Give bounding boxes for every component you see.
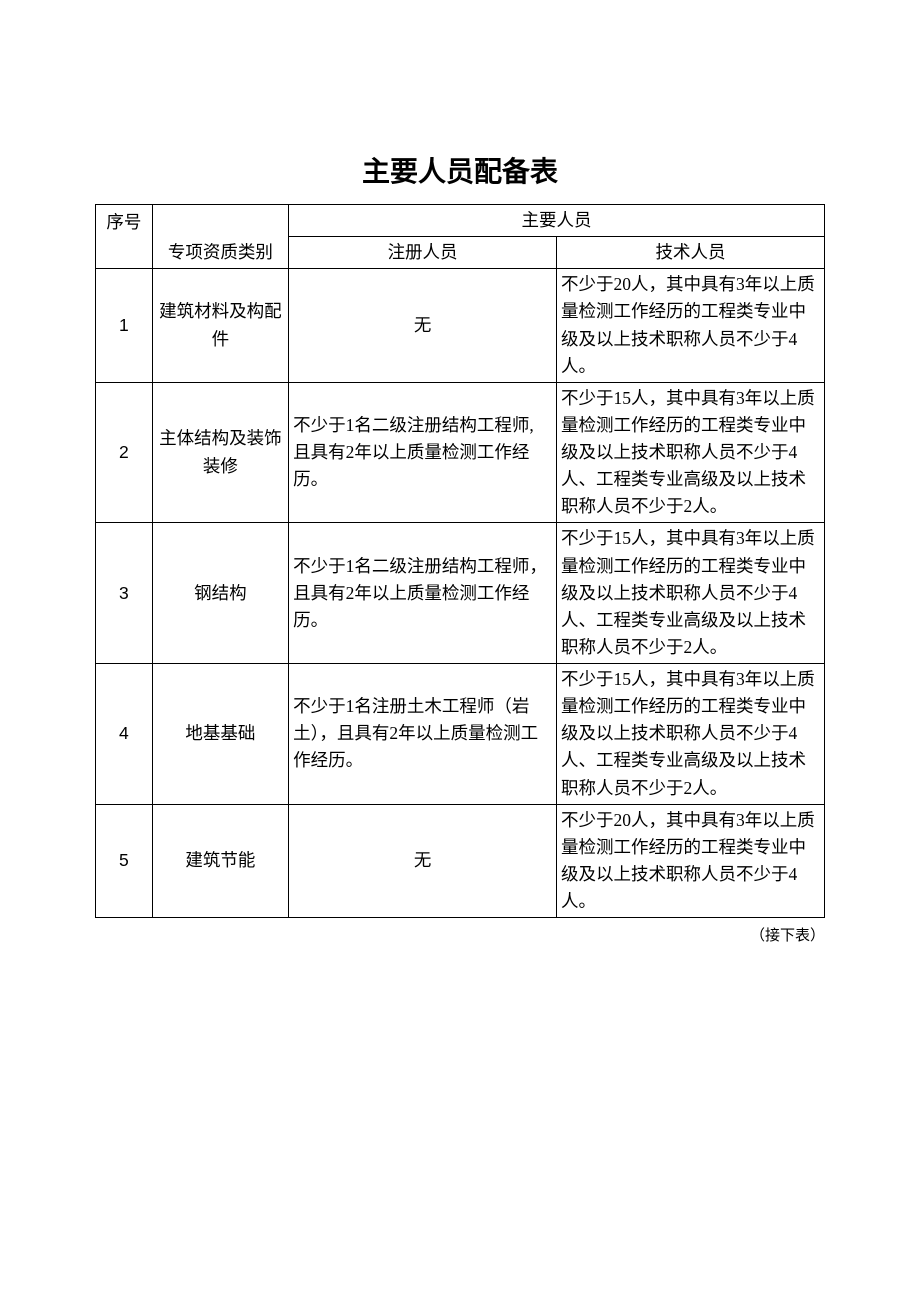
cell-category: 钢结构 <box>152 523 288 664</box>
cell-registered: 不少于1名二级注册结构工程师, 且具有2年以上质量检测工作经历。 <box>289 382 557 523</box>
cell-registered: 不少于1名二级注册结构工程师，且具有2年以上质量检测工作经历。 <box>289 523 557 664</box>
cell-seq: 2 <box>96 382 153 523</box>
cell-seq: 3 <box>96 523 153 664</box>
cell-technical: 不少于15人，其中具有3年以上质量检测工作经历的工程类专业中级及以上技术职称人员… <box>557 382 825 523</box>
cell-category: 建筑材料及构配件 <box>152 269 288 383</box>
table-row: 5 建筑节能 无 不少于20人，其中具有3年以上质量检测工作经历的工程类专业中级… <box>96 804 825 918</box>
header-technical: 技术人员 <box>557 237 825 269</box>
table-row: 4 地基基础 不少于1名注册土木工程师（岩土），且具有2年以上质量检测工作经历。… <box>96 664 825 805</box>
cell-category: 建筑节能 <box>152 804 288 918</box>
table-row: 1 建筑材料及构配件 无 不少于20人，其中具有3年以上质量检测工作经历的工程类… <box>96 269 825 383</box>
staffing-table: 序号 专项资质类别 主要人员 注册人员 技术人员 1 建筑材料及构配件 无 不少… <box>95 204 825 918</box>
footer-note: （接下表） <box>95 924 825 945</box>
cell-seq: 1 <box>96 269 153 383</box>
table-row: 2 主体结构及装饰装修 不少于1名二级注册结构工程师, 且具有2年以上质量检测工… <box>96 382 825 523</box>
table-header-row-1: 序号 专项资质类别 主要人员 <box>96 205 825 237</box>
cell-registered: 无 <box>289 804 557 918</box>
cell-category: 地基基础 <box>152 664 288 805</box>
header-category: 专项资质类别 <box>152 205 288 269</box>
cell-seq: 5 <box>96 804 153 918</box>
cell-technical: 不少于20人，其中具有3年以上质量检测工作经历的工程类专业中级及以上技术职称人员… <box>557 804 825 918</box>
cell-category: 主体结构及装饰装修 <box>152 382 288 523</box>
header-seq: 序号 <box>96 205 153 269</box>
cell-registered: 不少于1名注册土木工程师（岩土），且具有2年以上质量检测工作经历。 <box>289 664 557 805</box>
header-main-group: 主要人员 <box>289 205 825 237</box>
cell-seq: 4 <box>96 664 153 805</box>
table-row: 3 钢结构 不少于1名二级注册结构工程师，且具有2年以上质量检测工作经历。 不少… <box>96 523 825 664</box>
header-registered: 注册人员 <box>289 237 557 269</box>
cell-technical: 不少于15人，其中具有3年以上质量检测工作经历的工程类专业中级及以上技术职称人员… <box>557 664 825 805</box>
cell-technical: 不少于20人，其中具有3年以上质量检测工作经历的工程类专业中级及以上技术职称人员… <box>557 269 825 383</box>
cell-registered: 无 <box>289 269 557 383</box>
cell-technical: 不少于15人，其中具有3年以上质量检测工作经历的工程类专业中级及以上技术职称人员… <box>557 523 825 664</box>
page-title: 主要人员配备表 <box>95 150 825 190</box>
